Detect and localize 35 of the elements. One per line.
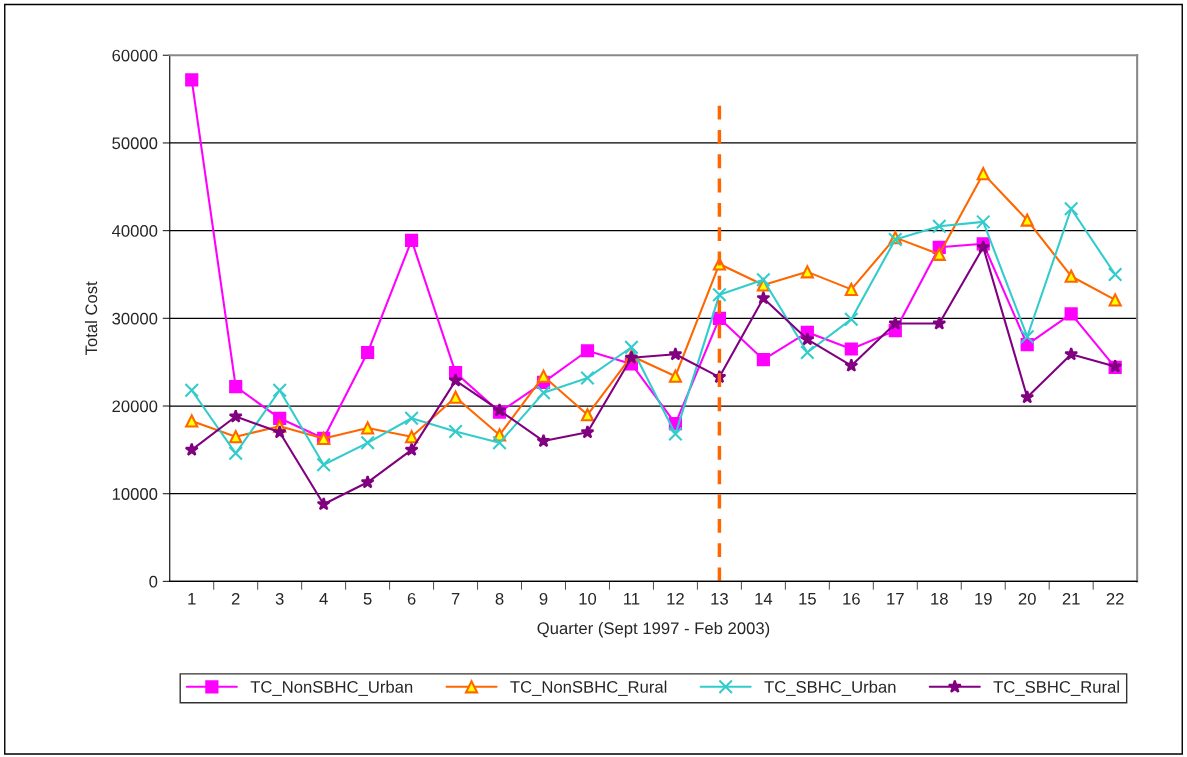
x-tick-label: 20 xyxy=(1018,592,1036,605)
x-tick-label: 1 xyxy=(188,593,196,605)
x-tick-label: 22 xyxy=(1106,592,1124,605)
legend-label: TC_NonSBHC_Urban xyxy=(250,680,413,696)
x-tick-label: 3 xyxy=(275,592,284,605)
x-tick-label: 6 xyxy=(407,592,416,605)
x-tick-label: 8 xyxy=(495,592,504,605)
y-tick-label: 10000 xyxy=(112,488,158,500)
x-tick-label: 21 xyxy=(1062,592,1080,605)
y-tick-label: 20000 xyxy=(112,400,158,413)
y-tick-label: 0 xyxy=(149,575,158,588)
y-tick-label: 60000 xyxy=(112,49,158,62)
x-tick-label: 9 xyxy=(539,592,548,605)
x-tick-label: 14 xyxy=(755,593,773,605)
y-axis-title: Total Cost xyxy=(84,281,98,355)
x-tick-label: 11 xyxy=(624,593,640,605)
x-tick-label: 4 xyxy=(319,593,328,605)
legend-label: TC_SBHC_Urban xyxy=(764,680,896,696)
y-tick-label: 30000 xyxy=(112,312,158,325)
x-tick-label: 17 xyxy=(887,593,904,605)
x-tick-label: 18 xyxy=(931,592,948,605)
legend-label: TC_NonSBHC_Rural xyxy=(510,680,667,696)
x-tick-label: 12 xyxy=(667,592,684,605)
y-tick-label: 50000 xyxy=(112,137,158,150)
x-tick-label: 13 xyxy=(711,592,728,605)
x-tick-label: 16 xyxy=(843,592,860,605)
x-tick-label: 7 xyxy=(451,593,460,605)
x-tick-label: 15 xyxy=(799,593,816,605)
y-tick-label: 40000 xyxy=(111,225,158,237)
x-axis-title: Quarter (Sept 1997 - Feb 2003) xyxy=(537,621,770,638)
legend-label: TC_SBHC_Rural xyxy=(993,680,1119,696)
x-tick-label: 2 xyxy=(231,592,240,605)
x-tick-label: 19 xyxy=(975,592,992,605)
x-tick-label: 5 xyxy=(363,593,372,605)
x-tick-label: 10 xyxy=(579,592,597,605)
